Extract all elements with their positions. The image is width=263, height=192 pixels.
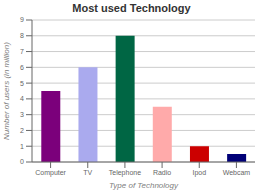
svg-text:1: 1 bbox=[20, 143, 24, 150]
svg-text:Webcam: Webcam bbox=[223, 169, 251, 176]
svg-text:7: 7 bbox=[20, 48, 24, 55]
svg-text:4: 4 bbox=[20, 95, 24, 102]
svg-text:Number of users (in million): Number of users (in million) bbox=[2, 42, 11, 140]
svg-text:Ipod: Ipod bbox=[192, 169, 206, 177]
svg-text:3: 3 bbox=[20, 111, 24, 118]
svg-text:6: 6 bbox=[20, 64, 24, 71]
svg-text:TV: TV bbox=[83, 169, 92, 176]
svg-text:2: 2 bbox=[20, 127, 24, 134]
svg-text:Type of Technology: Type of Technology bbox=[109, 181, 179, 190]
svg-text:Radio: Radio bbox=[153, 169, 171, 176]
svg-text:Telephone: Telephone bbox=[109, 169, 141, 177]
html-text:Most used Technology: Most used Technology bbox=[72, 2, 191, 14]
svg-text:9: 9 bbox=[20, 16, 24, 23]
svg-text:8: 8 bbox=[20, 32, 24, 39]
svg-text:Computer: Computer bbox=[35, 169, 66, 177]
svg-text:0: 0 bbox=[20, 158, 24, 165]
svg-text:5: 5 bbox=[20, 80, 24, 87]
